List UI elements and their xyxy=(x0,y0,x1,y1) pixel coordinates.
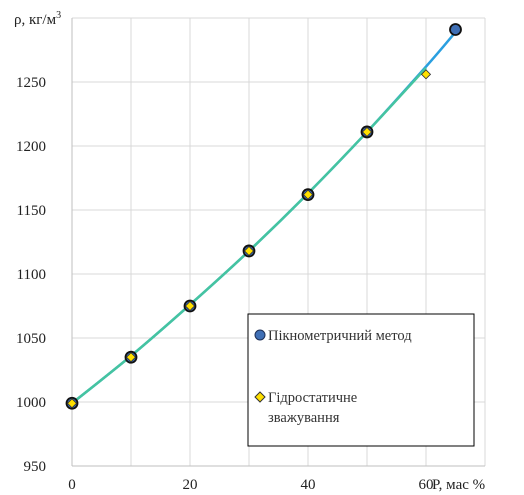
y-tick-label: 1150 xyxy=(17,203,46,219)
point-picnometric xyxy=(449,23,462,36)
y-tick-label: 1200 xyxy=(16,139,46,155)
grid-lines xyxy=(72,17,486,466)
data-points xyxy=(65,23,462,410)
x-tick-labels: 0 20 40 60 xyxy=(68,477,433,493)
x-axis-title: P, мас % xyxy=(432,477,485,493)
legend-label-picnometric: Пікнометричний метод xyxy=(268,328,412,344)
y-axis-title-main: ρ, кг/м xyxy=(14,12,57,28)
y-tick-labels: 950 1000 1050 1100 1150 1200 1250 xyxy=(16,75,46,475)
y-axis-title-superscript: 3 xyxy=(56,10,61,21)
y-tick-label: 950 xyxy=(24,459,47,475)
y-tick-label: 1100 xyxy=(17,267,46,283)
point-hydrostatic xyxy=(184,300,196,312)
legend-marker-circle xyxy=(254,329,266,341)
legend-marker-diamond xyxy=(254,391,266,403)
point-hydrostatic xyxy=(243,245,255,257)
y-axis-title: ρ, кг/м3 xyxy=(14,10,61,28)
x-tick-label: 0 xyxy=(68,477,76,493)
axes xyxy=(71,18,485,467)
point-hydrostatic xyxy=(125,352,137,363)
y-tick-label: 1050 xyxy=(16,331,46,347)
legend-label-hydrostatic-line2: зважування xyxy=(268,410,340,426)
x-tick-label: 20 xyxy=(183,477,198,493)
point-hydrostatic xyxy=(420,69,432,80)
legend: Пікнометричний метод Гідростатичне зважу… xyxy=(247,313,475,447)
point-hydrostatic xyxy=(66,398,78,409)
point-hydrostatic xyxy=(302,189,314,200)
y-tick-label: 1000 xyxy=(16,395,46,411)
y-tick-label: 1250 xyxy=(16,75,46,91)
x-tick-label: 40 xyxy=(301,477,316,493)
point-hydrostatic xyxy=(361,126,373,137)
legend-label-hydrostatic: Гідростатичне xyxy=(268,390,357,406)
x-tick-label: 60 xyxy=(419,477,434,493)
legend-box xyxy=(247,313,475,447)
